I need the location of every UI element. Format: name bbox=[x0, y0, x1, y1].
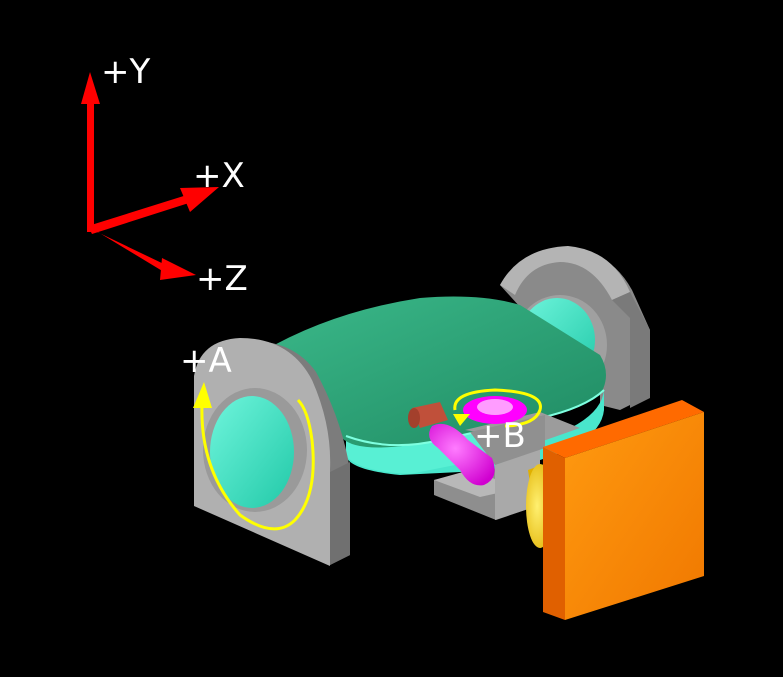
b-axis-label: +B bbox=[474, 416, 526, 456]
front-trunnion-support: +A bbox=[180, 338, 350, 566]
spindle-motor-plate bbox=[526, 400, 704, 620]
axis-triad: +Y +X +Z bbox=[81, 52, 248, 299]
x-axis-label: +X bbox=[193, 156, 245, 196]
y-axis-arrow bbox=[81, 72, 100, 232]
a-rotation-arrow bbox=[200, 398, 315, 531]
x-axis-arrow bbox=[88, 187, 219, 234]
a-rotation-arrowhead bbox=[193, 382, 212, 408]
a-axis-label: +A bbox=[180, 341, 232, 381]
z-axis-arrow bbox=[88, 226, 196, 280]
front-rotary-disc bbox=[210, 396, 294, 508]
b-rotation-arrowhead bbox=[453, 414, 470, 426]
b-rotation-arrow bbox=[453, 388, 542, 428]
z-axis-label: +Z bbox=[196, 259, 248, 299]
y-axis-label: +Y bbox=[101, 52, 150, 92]
